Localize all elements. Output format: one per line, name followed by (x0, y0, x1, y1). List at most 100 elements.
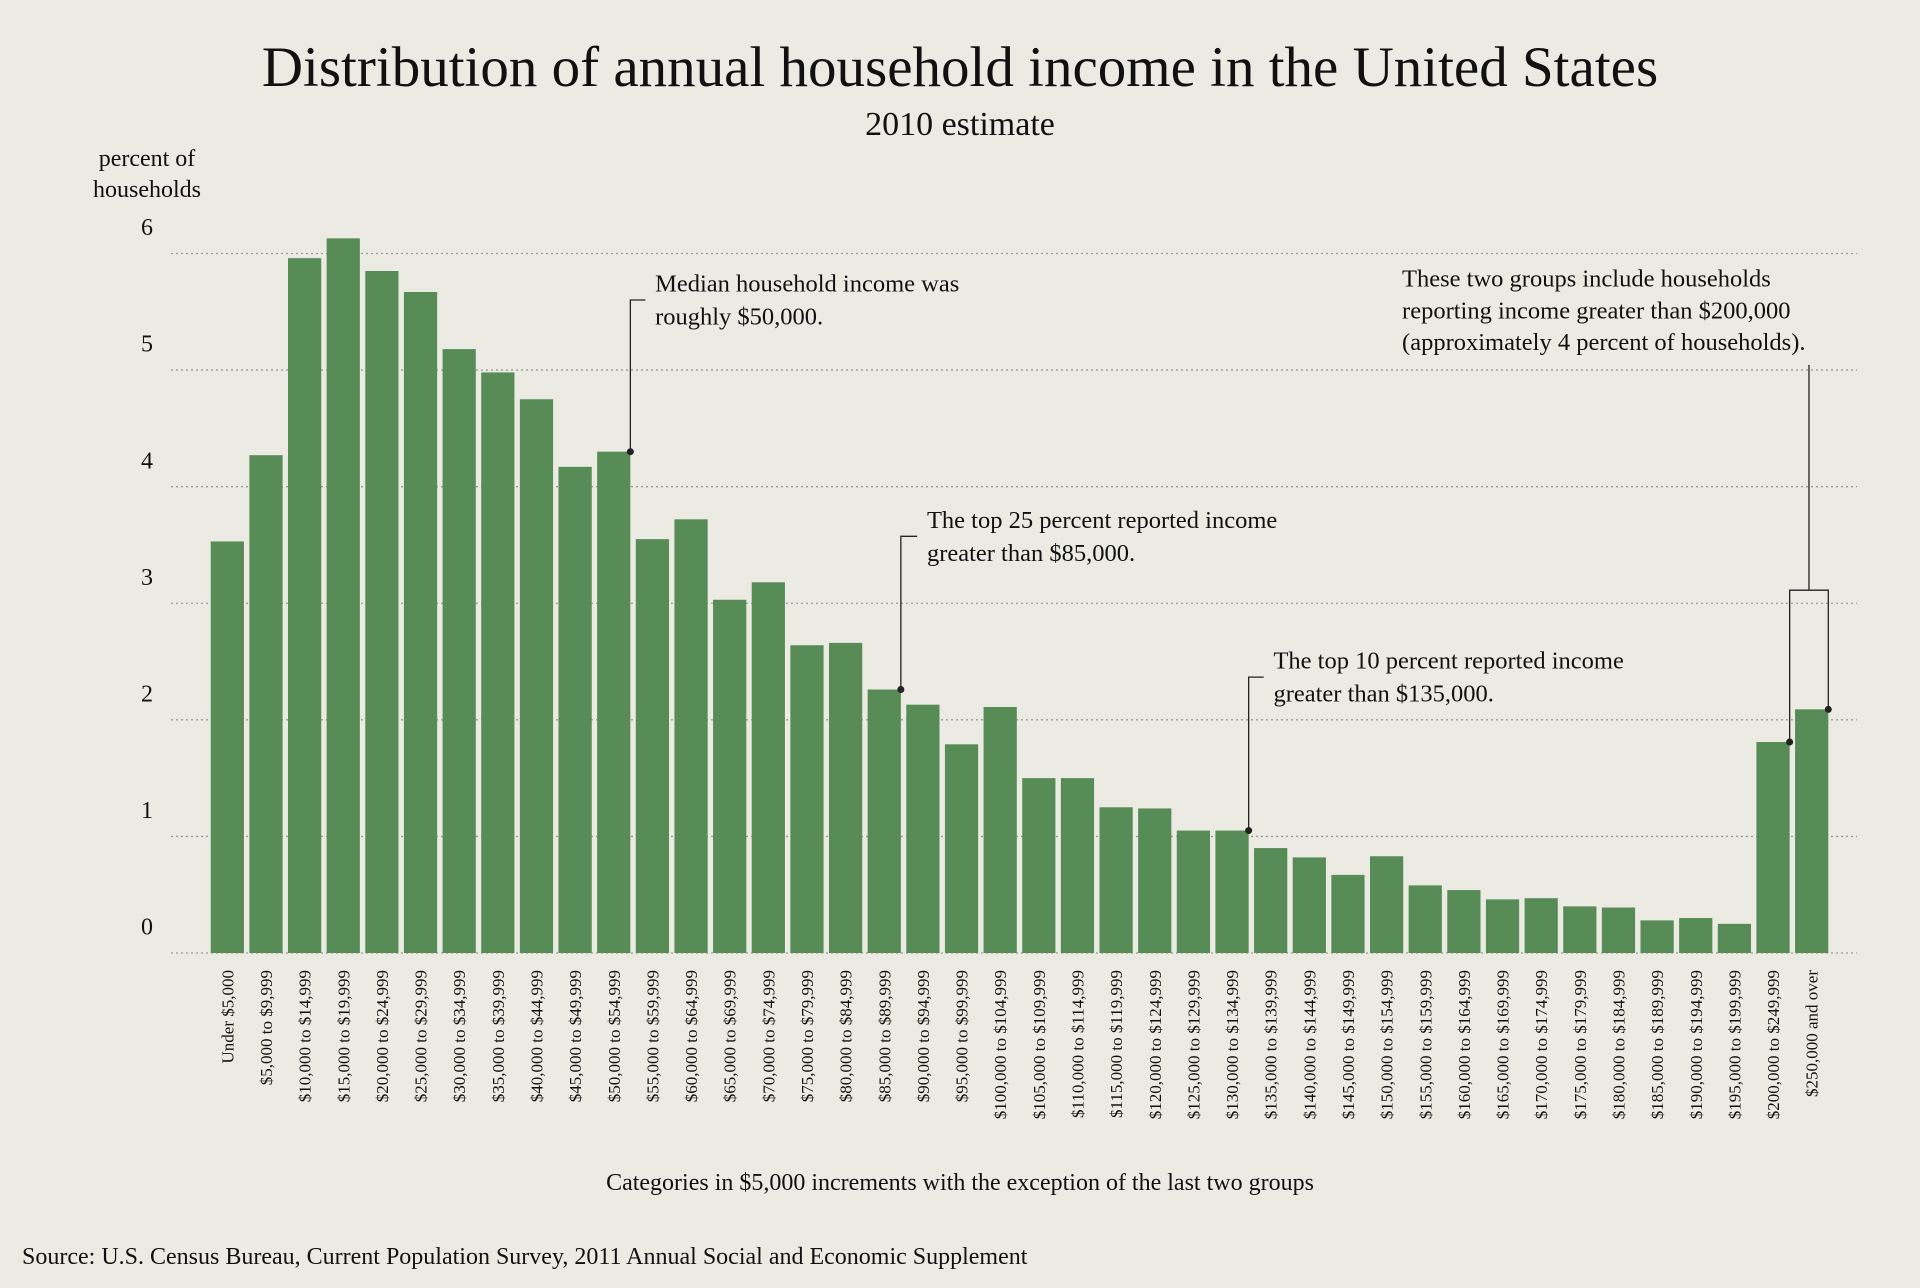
x-tick-label: $110,000 to $114,999 (1068, 970, 1087, 1118)
x-tick-label: $165,000 to $169,999 (1494, 970, 1513, 1119)
bar (635, 539, 670, 953)
leader-dot (1824, 705, 1832, 713)
x-tick-label: $55,000 to $59,999 (643, 970, 662, 1102)
x-tick-label: $135,000 to $139,999 (1262, 970, 1281, 1119)
x-tick-label: $10,000 to $14,999 (296, 970, 315, 1102)
x-tick-label: $25,000 to $29,999 (412, 970, 431, 1102)
x-tick-label: $130,000 to $134,999 (1223, 970, 1242, 1119)
x-tick-label: $200,000 to $249,999 (1764, 970, 1783, 1119)
y-tick-label: 0 (141, 915, 153, 941)
bar (597, 451, 631, 953)
x-tick-label: $30,000 to $34,999 (450, 970, 469, 1102)
x-tick-label: $120,000 to $124,999 (1146, 970, 1165, 1119)
x-tick-label: $185,000 to $189,999 (1648, 970, 1667, 1119)
bar (674, 519, 708, 953)
bar (365, 270, 399, 953)
bar (1563, 906, 1597, 953)
y-tick-label: 6 (141, 215, 153, 241)
bar (210, 541, 244, 953)
leader-dot (1786, 738, 1794, 746)
bar (1060, 778, 1095, 953)
x-tick-label: $155,000 to $159,999 (1416, 970, 1435, 1119)
annotation: greater than $135,000. (1273, 681, 1493, 708)
x-tick-label: $105,000 to $109,999 (1030, 970, 1049, 1119)
bar (944, 744, 979, 953)
bar (790, 645, 824, 953)
x-tick-label: $35,000 to $39,999 (489, 970, 508, 1102)
bar (287, 258, 322, 953)
leader-line (629, 299, 646, 452)
x-tick-label: $50,000 to $54,999 (605, 970, 624, 1102)
bar (1099, 807, 1133, 953)
leader-line (1248, 676, 1264, 831)
bar (1485, 899, 1520, 953)
x-tick-label: $90,000 to $94,999 (914, 970, 933, 1102)
x-tick-label: $175,000 to $179,999 (1571, 970, 1590, 1119)
bar (519, 399, 554, 954)
bar (1640, 920, 1674, 953)
y-tick-label: 5 (141, 332, 153, 358)
annotation: These two groups include households (1402, 266, 1771, 293)
y-tick-label: 4 (141, 448, 153, 474)
leader-line (900, 535, 918, 690)
x-tick-label: $100,000 to $104,999 (991, 970, 1010, 1119)
bar (713, 599, 747, 953)
bar (1679, 918, 1713, 953)
x-tick-label: $5,000 to $9,999 (257, 970, 276, 1085)
x-tick-label: $195,000 to $199,999 (1725, 970, 1744, 1119)
bar (249, 455, 283, 953)
x-tick-label: $80,000 to $84,999 (837, 970, 856, 1102)
x-tick-label: $115,000 to $119,999 (1107, 970, 1126, 1118)
bar (1022, 778, 1056, 953)
bar (983, 707, 1017, 953)
x-tick-label: $180,000 to $184,999 (1609, 970, 1628, 1119)
x-tick-label: $170,000 to $174,999 (1532, 970, 1551, 1119)
y-axis-label: percent of (99, 146, 196, 172)
bar (481, 372, 515, 953)
annotation: greater than $85,000. (927, 540, 1135, 567)
x-tick-label: $70,000 to $74,999 (759, 970, 778, 1102)
bar (1331, 874, 1365, 953)
x-tick-label: $15,000 to $19,999 (334, 970, 353, 1102)
bar (1756, 741, 1790, 953)
bar (1254, 848, 1288, 953)
x-tick-label: $75,000 to $79,999 (798, 970, 817, 1102)
y-tick-label: 2 (141, 681, 153, 707)
x-axis-label: Categories in $5,000 increments with the… (606, 1170, 1314, 1196)
leader-dot (897, 686, 905, 694)
bar (1369, 856, 1404, 953)
x-tick-label: $60,000 to $64,999 (682, 970, 701, 1102)
annotation: (approximately 4 percent of households). (1402, 329, 1805, 356)
x-tick-label: $85,000 to $89,999 (875, 970, 894, 1102)
leader-dot (626, 448, 634, 456)
bar (906, 704, 940, 953)
y-tick-label: 1 (141, 798, 153, 824)
bar (1408, 885, 1442, 953)
x-tick-label: $190,000 to $194,999 (1687, 970, 1706, 1119)
x-tick-label: $65,000 to $69,999 (721, 970, 740, 1102)
x-tick-label: $145,000 to $149,999 (1339, 970, 1358, 1119)
bar (1138, 808, 1172, 953)
x-tick-label: Under $5,000 (218, 970, 237, 1063)
x-tick-label: $125,000 to $129,999 (1184, 970, 1203, 1119)
x-tick-label: $140,000 to $144,999 (1300, 970, 1319, 1119)
source-note: Source: U.S. Census Bureau, Current Popu… (22, 1244, 1028, 1270)
x-tick-label: $45,000 to $49,999 (566, 970, 585, 1102)
bar (867, 689, 901, 953)
bar (1795, 709, 1829, 953)
x-tick-label: $95,000 to $99,999 (953, 970, 972, 1102)
x-tick-label: $250,000 and over (1803, 970, 1822, 1097)
bar (751, 582, 785, 953)
chart-title: Distribution of annual household income … (262, 36, 1658, 99)
x-tick-label: $150,000 to $154,999 (1378, 970, 1397, 1119)
bar (1215, 830, 1249, 953)
bar (403, 291, 438, 953)
bar (828, 642, 863, 953)
bar (1292, 857, 1326, 953)
bar (558, 466, 592, 953)
bar (1524, 898, 1558, 953)
annotation: roughly $50,000. (655, 303, 823, 330)
bar (442, 349, 476, 953)
bar (326, 238, 360, 953)
x-tick-label: $20,000 to $24,999 (373, 970, 392, 1102)
